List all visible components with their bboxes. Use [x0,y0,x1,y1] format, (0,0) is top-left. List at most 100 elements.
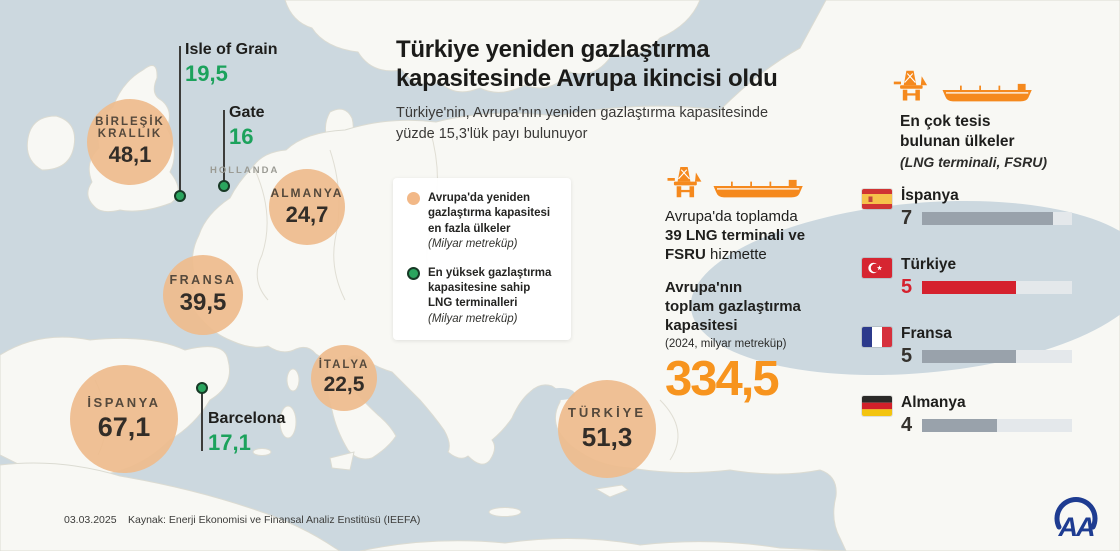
lng-tanker-icon [713,179,803,198]
title-line2: kapasitesinde Avrupa ikincisi oldu [396,64,778,92]
ranking-bar-fill [922,350,1016,364]
ranking-bar-track [922,419,1072,433]
bubble-italya: İTALYA 22,5 [311,345,377,411]
terminal-label-barcelona: Barcelona 17,1 [208,410,285,455]
page-subtitle: Türkiye'nin, Avrupa'nın yeniden gazlaştı… [396,103,826,145]
bubble-name: FRANSA [169,273,237,287]
bubble-value: 51,3 [581,422,633,452]
ranking-row-fransa: Fransa 5 [862,325,1087,368]
ranking-subtitle: (LNG terminali, FSRU) [900,154,1048,171]
isle-of-grain-connector [179,46,181,192]
ranking-bar-fill [922,281,1016,295]
border-line [254,169,269,301]
ranking-bar-track [922,350,1072,364]
europe-stats-block: Avrupa'da toplamda 39 LNG terminali ve F… [665,167,840,407]
ranking-row-ispanya: İspanya 7 [862,187,1087,230]
france-flag-icon [862,327,892,348]
terminal-value: 16 [229,123,254,149]
oil-platform-icon [893,70,928,101]
border-line [659,399,679,461]
terminal-label-isle-of-grain: Isle of Grain 19,5 [185,41,277,86]
source-credit: Kaynak: Enerji Ekonomisi ve Finansal Ana… [128,514,421,526]
legend-label: En yüksek gazlaştırma kapasitesine sahip… [428,266,552,310]
ranking-bar-fill [922,212,1054,226]
bubble-value: 67,1 [97,412,151,442]
bubble-ispanya: İSPANYA 67,1 [70,365,178,473]
land-scandinavia [284,0,701,93]
terminal-name: Barcelona [208,410,286,427]
capacity-label-line1: Avrupa'nın [665,278,743,296]
legend-item-countries: Avrupa'da yeniden gazlaştırma kapasitesi… [407,191,557,253]
ranking-value: 5 [901,345,913,368]
page-title: Türkiye yeniden gazlaştırma kapasitesind… [396,36,826,94]
land-ireland [26,115,76,171]
bubble-turkiye: TÜRKİYE 51,3 [558,380,656,478]
bubble-fransa: FRANSA 39,5 [163,255,243,335]
subtitle-line2: yüzde 15,3'lük payı bulunuyor [396,125,588,142]
ranking-title-line2: bulunan ülkeler [900,133,1015,151]
terminal-name: Gate [229,104,265,121]
terminal-count-line2: 39 LNG terminali ve [665,227,806,245]
lng-tanker-icon [942,83,1032,102]
legend-label: Avrupa'da yeniden gazlaştırma kapasitesi… [428,192,551,235]
ranking-row-almanya: Almanya 4 [862,394,1087,437]
bubble-name: TÜRKİYE [567,405,647,420]
capacity-label-line2: toplam gazlaştırma [665,297,801,315]
bubble-value: 22,5 [323,373,365,396]
bubble-birlesik-krallik: BİRLEŞİK KRALLIK 48,1 [87,99,173,185]
facility-ranking-panel: En çok tesis bulunan ülkeler (LNG termin… [862,70,1087,437]
region-label-hollanda: HOLLANDA [210,165,280,176]
oil-platform-icon [667,167,702,198]
terminal-value: 17,1 [208,429,251,455]
land-north-africa-west [0,462,341,551]
legend-unit: (Milyar metreküp) [428,238,518,251]
bubble-name: BİRLEŞİK [95,116,165,128]
ranking-country: İspanya [901,187,959,205]
ranking-country: Almanya [901,394,966,412]
turkey-flag-icon [862,258,892,279]
orange-bubble-icon [407,192,420,205]
island-crete [488,507,522,517]
ranking-bar-fill [922,419,997,433]
bubble-value: 39,5 [179,289,227,316]
lng-terminal-dot [218,180,230,192]
bubble-value: 48,1 [108,142,152,167]
terminal-label-gate: Gate 16 [229,104,265,149]
terminal-count-line3-bold: FSRU [665,246,706,264]
lng-terminal-dot [196,382,208,394]
ranking-value: 5 [901,276,913,299]
island-sicily [329,451,355,471]
ranking-country: Fransa [901,325,952,343]
island-balearics [252,448,272,456]
gate-connector [223,110,225,184]
border-line [329,149,346,301]
island-cyprus [594,484,629,498]
lng-terminal-dot [174,190,186,202]
terminal-value: 19,5 [185,60,228,86]
legend-unit: (Milyar metreküp) [428,312,518,325]
island-corsica [286,368,300,392]
bubble-name: İSPANYA [87,395,161,410]
ranking-title-line1: En çok tesis [900,113,991,130]
subtitle-line1: Türkiye'nin, Avrupa'nın yeniden gazlaştı… [396,104,769,121]
land-north-africa-east [359,537,847,551]
ranking-bar-track [922,212,1072,226]
barcelona-connector [201,392,203,451]
total-capacity-value: 334,5 [665,351,780,406]
bubble-name: İTALYA [318,359,370,371]
logo-text: AA [1058,512,1094,542]
terminal-count-line1: Avrupa'da toplamda [665,208,798,225]
capacity-note: (2024, milyar metreküp) [665,337,787,350]
bubble-value: 24,7 [285,202,329,227]
legend-box: Avrupa'da yeniden gazlaştırma kapasitesi… [393,178,571,341]
ranking-row-turkiye: Türkiye 5 [862,256,1087,299]
capacity-label-line3: kapasitesi [665,316,738,334]
publish-date: 03.03.2025 [64,514,117,526]
marmara-sea [545,388,575,400]
anadolu-agency-logo: AA [1054,497,1098,542]
ranking-country: Türkiye [901,256,957,274]
green-dot-icon [407,266,420,280]
ranking-value: 4 [901,414,913,437]
header: Türkiye yeniden gazlaştırma kapasitesind… [396,36,826,145]
